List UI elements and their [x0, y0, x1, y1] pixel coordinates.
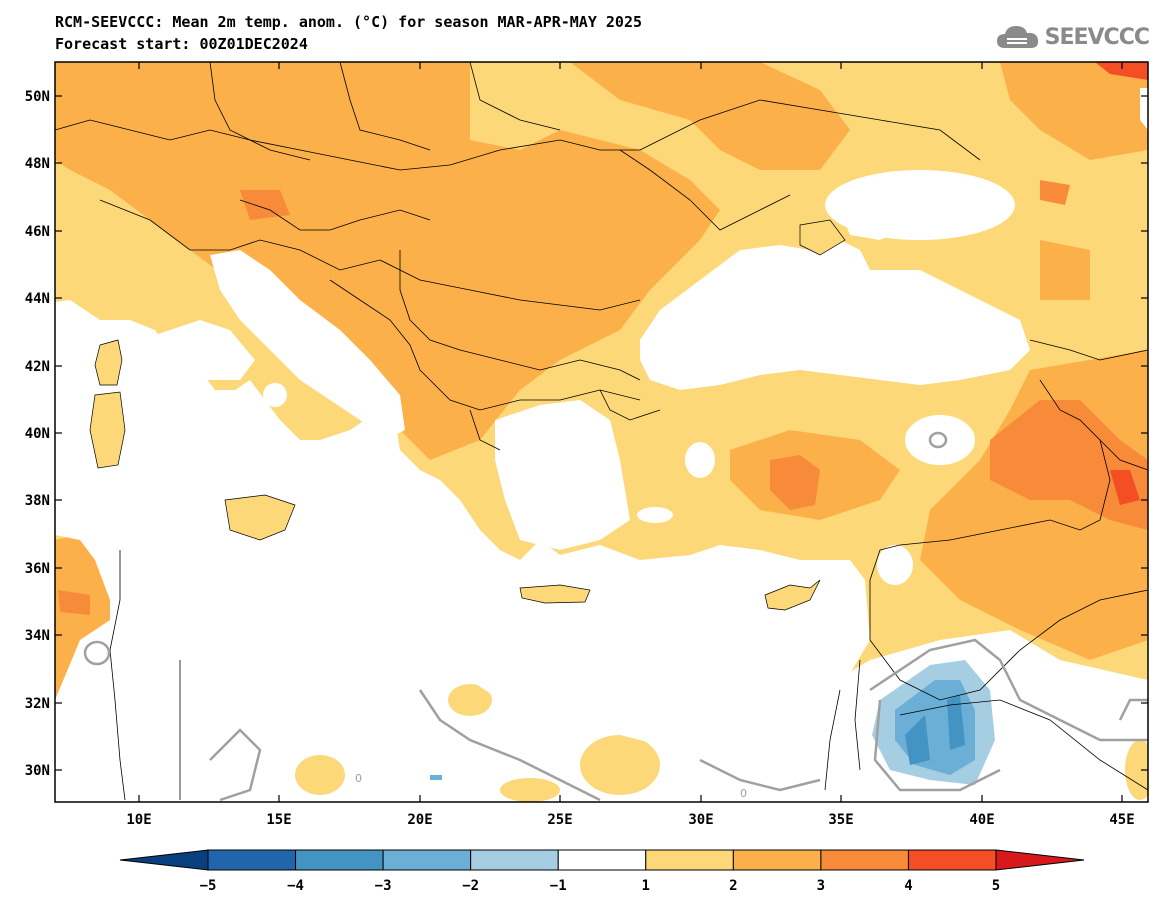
colorbar-label: 4: [904, 878, 912, 894]
colorbar-label: 1: [642, 878, 650, 894]
colorbar-label: −2: [462, 878, 479, 894]
lon-label: 15E: [266, 812, 291, 828]
lon-label: 35E: [828, 812, 853, 828]
colorbar-segment: [820, 849, 909, 871]
lat-label: 46N: [25, 224, 50, 240]
sardinia-island: [89, 391, 126, 469]
lon-label: 40E: [969, 812, 994, 828]
colorbar-label: 3: [817, 878, 825, 894]
colorbar-label: 5: [992, 878, 1000, 894]
lat-label: 42N: [25, 359, 50, 375]
country-borders: [55, 62, 1148, 801]
lon-label: 10E: [126, 812, 151, 828]
colorbar-segment: [557, 849, 647, 871]
colorbar-segment: [645, 849, 734, 871]
crimea-peninsula: [799, 219, 846, 256]
contour-zero-label: 0: [740, 787, 747, 800]
lon-label: 45E: [1109, 812, 1134, 828]
sea-areas: [55, 88, 1148, 745]
colorbar-label: −3: [375, 878, 392, 894]
colorbar-segment: [295, 849, 384, 871]
longitude-axis: 10E 15E 20E 25E 30E 35E 40E 45E: [126, 62, 1135, 828]
colorbar-segment: [907, 849, 997, 871]
lat-label: 38N: [25, 493, 50, 509]
colorbar-label: 2: [729, 878, 737, 894]
islands: [89, 219, 846, 611]
anomaly-1-2-south-patches: [295, 684, 1148, 802]
colorbar-extension-low: [119, 849, 209, 871]
cyprus-island: [764, 579, 821, 611]
forecast-start-subtitle: Forecast start: 00Z01DEC2024: [55, 35, 308, 53]
cloud-icon: [996, 26, 1038, 48]
lon-label: 25E: [547, 812, 572, 828]
colorbar-label: −1: [550, 878, 567, 894]
sicily-island: [224, 494, 296, 541]
colorbar-segment: [207, 849, 297, 871]
map-title: RCM-SEEVCCC: Mean 2m temp. anom. (°C) fo…: [55, 13, 642, 31]
colorbar-label: −4: [287, 878, 304, 894]
lat-label: 50N: [25, 89, 50, 105]
colorbar: −5 −4 −3 −2 −1 1 2 3 4 5: [119, 849, 1085, 894]
colorbar-segment: [470, 849, 559, 871]
lat-label: 34N: [25, 628, 50, 644]
lon-label: 20E: [407, 812, 432, 828]
anomaly-3-4-regions: [58, 180, 1148, 615]
lon-label: 30E: [688, 812, 713, 828]
map-area: 0 0: [55, 62, 1148, 802]
colorbar-segment: [382, 849, 472, 871]
logo-text: SEEVCCC: [1044, 24, 1150, 50]
anomaly-4-5-regions: [1095, 62, 1148, 505]
colorbar-segment: [732, 849, 822, 871]
zero-contours: [83, 431, 1148, 802]
lat-label: 36N: [25, 561, 50, 577]
seevccc-logo: SEEVCCC: [995, 22, 1150, 52]
map-frame: [54, 61, 1149, 803]
lat-label: 32N: [25, 696, 50, 712]
latitude-axis: 50N 48N 46N 44N 42N 40N 38N 36N 34N 32N 30N: [25, 89, 1148, 779]
lat-label: 48N: [25, 156, 50, 172]
lat-label: 40N: [25, 426, 50, 442]
colorbar-label: −5: [200, 878, 217, 894]
lat-label: 30N: [25, 763, 50, 779]
lat-label: 44N: [25, 291, 50, 307]
crete-island: [519, 584, 591, 604]
colorbar-extension-high: [995, 849, 1085, 871]
corsica-island: [94, 339, 123, 386]
contour-zero-label: 0: [355, 772, 362, 785]
negative-anomaly-cluster: [430, 660, 995, 785]
